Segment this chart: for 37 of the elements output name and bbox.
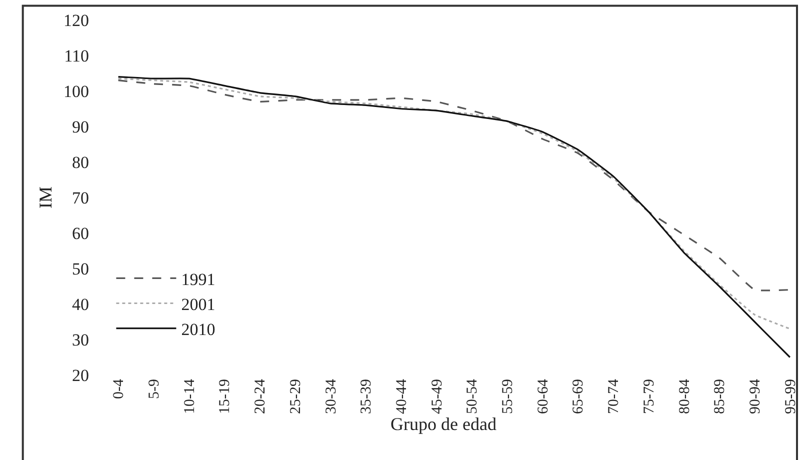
x-tick-label: 20-24 xyxy=(252,378,269,414)
x-tick-label: 75-79 xyxy=(641,379,658,414)
legend-label: 2001 xyxy=(181,294,216,314)
y-tick-label: 40 xyxy=(72,294,89,314)
x-tick-label: 85-89 xyxy=(712,379,728,414)
y-tick-label: 80 xyxy=(72,152,89,172)
x-tick-label: 35-39 xyxy=(358,379,375,414)
y-tick-label: 20 xyxy=(72,366,89,385)
x-tick-label: 70-74 xyxy=(606,378,622,414)
x-tick-label: 60-64 xyxy=(535,378,552,414)
y-axis-title: IM xyxy=(36,186,56,208)
x-tick-label: 45-49 xyxy=(429,379,446,414)
x-tick-label: 50-54 xyxy=(464,378,481,414)
x-tick-label: 0-4 xyxy=(111,378,128,399)
x-axis-title: Grupo de edad xyxy=(390,414,496,434)
x-tick-label: 95-99 xyxy=(782,379,799,414)
x-tick-label: 90-94 xyxy=(747,378,764,414)
y-tick-label: 110 xyxy=(64,46,89,66)
x-tick-label: 30-34 xyxy=(323,378,340,414)
x-tick-label: 55-59 xyxy=(500,379,516,414)
y-tick-label: 70 xyxy=(72,188,89,208)
y-tick-label: 90 xyxy=(72,117,89,136)
x-tick-label: 40-44 xyxy=(394,378,410,414)
x-tick-label: 65-69 xyxy=(570,379,587,414)
y-tick-label: 60 xyxy=(72,224,89,243)
line-series xyxy=(117,80,791,292)
legend-label: 2010 xyxy=(181,320,216,339)
y-tick-label: 100 xyxy=(64,82,89,101)
x-tick-label: 10-14 xyxy=(182,378,198,414)
y-tick-label: 50 xyxy=(72,259,89,278)
x-tick-label: 25-29 xyxy=(288,379,304,414)
y-tick-label: 120 xyxy=(64,10,89,30)
x-tick-label: 5-9 xyxy=(146,379,163,399)
legend-label: 1991 xyxy=(181,270,216,289)
x-tick-label: 80-84 xyxy=(676,378,693,414)
y-tick-label: 30 xyxy=(72,330,89,350)
x-tick-label: 15-19 xyxy=(217,379,234,414)
